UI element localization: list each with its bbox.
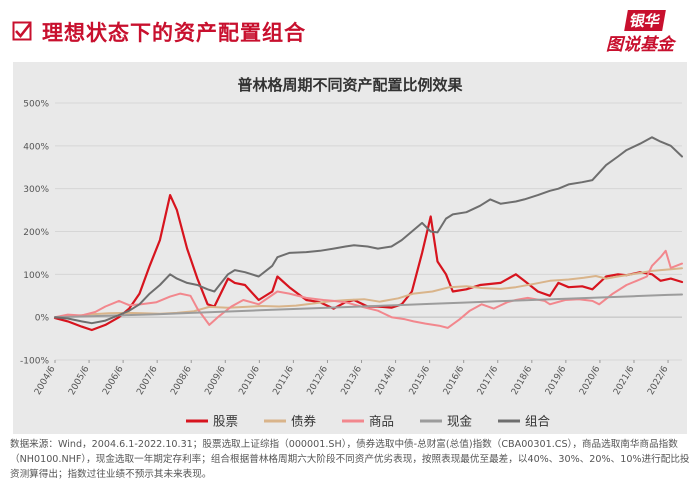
page-title: 理想状态下的资产配置组合 — [42, 21, 306, 45]
x-tick-label-14: 2018/6 — [510, 364, 535, 397]
footnote-line1: 数据来源：Wind，2004.6.1-2022.10.31；股票选取上证综指（0… — [10, 439, 678, 450]
page-header: 理想状态下的资产配置组合 银华 图说基金 — [0, 0, 700, 62]
y-tick-label-4: 300% — [23, 185, 49, 195]
x-tick-label-6: 2010/6 — [237, 364, 262, 397]
x-tick-label-18: 2022/6 — [646, 364, 671, 397]
x-tick-label-11: 2015/6 — [408, 364, 433, 397]
y-tick-label-3: 200% — [23, 228, 49, 238]
footnote-line3: 资测算得出；指数过往业绩不预示其未来表现。 — [10, 469, 212, 480]
legend-label-3: 现金 — [447, 414, 473, 429]
legend-label-0: 股票 — [213, 414, 238, 429]
series-line-2 — [54, 249, 683, 329]
x-tick-label-2: 2006/6 — [101, 364, 126, 397]
footnote-line2: （NH0100.NHF），现金选取一年期定存利率；组合根据普林格周期六大阶段不同… — [10, 454, 690, 465]
series-line-3 — [54, 293, 683, 319]
legend-label-4: 组合 — [525, 414, 551, 429]
x-tick-label-13: 2017/6 — [476, 364, 501, 397]
x-tick-label-16: 2020/6 — [578, 364, 603, 397]
series-line-0 — [53, 194, 684, 332]
x-tick-label-9: 2013/6 — [340, 364, 365, 397]
y-tick-label-5: 400% — [23, 142, 49, 152]
brand-logo: 银华 图说基金 — [604, 4, 690, 56]
brand-line2: 图说基金 — [606, 35, 674, 55]
x-tick-label-7: 2011/6 — [272, 364, 297, 397]
legend-label-2: 商品 — [369, 414, 394, 429]
series-line-4 — [54, 136, 683, 325]
x-tick-label-8: 2012/6 — [306, 364, 331, 397]
y-tick-label-2: 100% — [23, 271, 49, 281]
x-tick-label-4: 2008/6 — [169, 364, 194, 397]
x-tick-label-12: 2016/6 — [442, 364, 467, 397]
x-tick-label-1: 2005/6 — [67, 364, 92, 397]
y-tick-label-1: 0% — [35, 314, 50, 324]
footnote: 数据来源：Wind，2004.6.1-2022.10.31；股票选取上证综指（0… — [10, 437, 694, 482]
chart-title: 普林格周期不同资产配置比例效果 — [237, 76, 463, 94]
legend-label-1: 债券 — [291, 414, 317, 429]
chart-panel — [13, 62, 687, 434]
series-line-1 — [54, 267, 683, 319]
x-tick-label-0: 2004/6 — [33, 364, 58, 397]
y-tick-label-6: 500% — [23, 100, 49, 110]
x-tick-label-5: 2009/6 — [203, 364, 228, 397]
y-tick-label-0: -100% — [20, 357, 49, 367]
checkbox-icon — [12, 21, 32, 41]
x-tick-label-17: 2021/6 — [612, 364, 637, 397]
x-tick-label-10: 2014/6 — [374, 364, 399, 397]
x-tick-label-15: 2019/6 — [544, 364, 569, 397]
x-tick-label-3: 2007/6 — [135, 364, 160, 397]
